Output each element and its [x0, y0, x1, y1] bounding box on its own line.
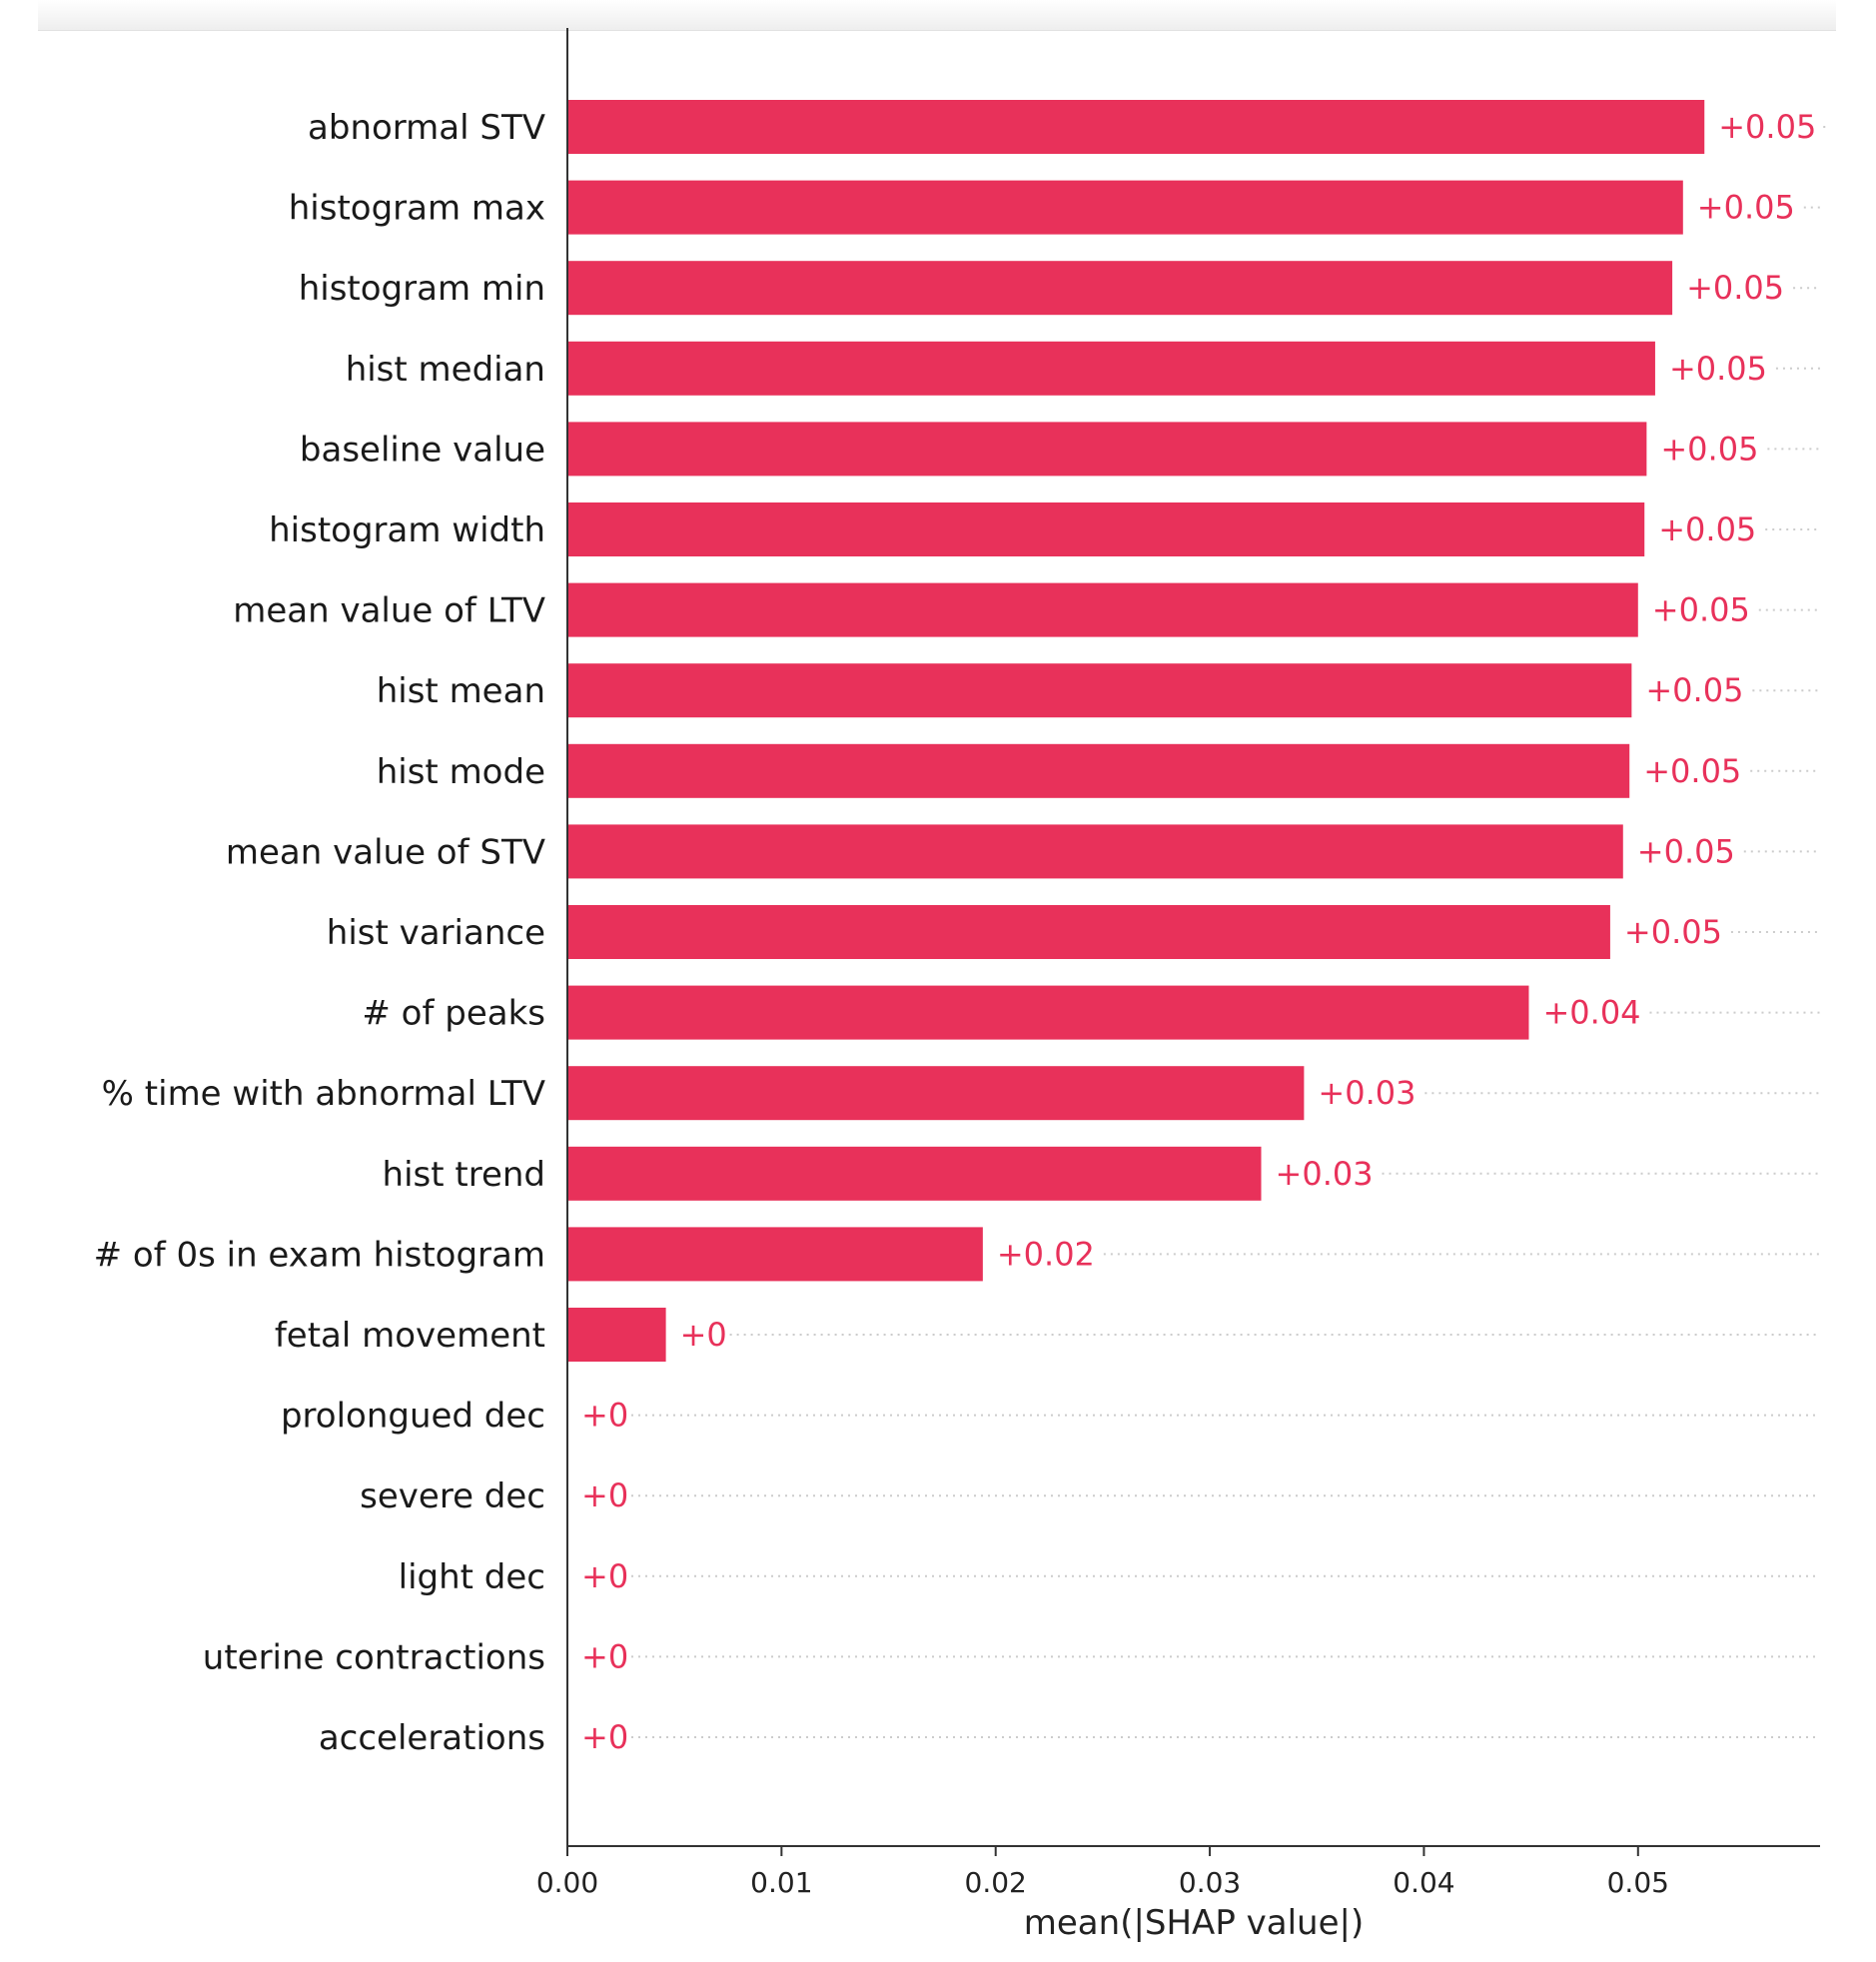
category-label: hist mode	[377, 752, 545, 792]
value-label: +0	[581, 1718, 628, 1756]
category-label: accelerations	[319, 1718, 545, 1758]
axes: 0.00 0.01 0.02 0.03 0.04 0.05	[536, 28, 1820, 1899]
value-label: +0.03	[1318, 1074, 1415, 1112]
category-label: histogram max	[289, 189, 545, 229]
value-label: +0.05	[1718, 108, 1816, 146]
bar	[567, 1146, 1262, 1201]
value-label: +0	[581, 1637, 628, 1675]
x-tick-label: 0.03	[1179, 1866, 1241, 1899]
value-label: +0.05	[1637, 832, 1735, 870]
value-label: +0.05	[1652, 591, 1750, 629]
category-label: hist variance	[327, 913, 545, 953]
bar	[567, 824, 1623, 879]
bar	[567, 985, 1529, 1040]
top-band	[38, 0, 1836, 31]
x-tick-label: 0.05	[1607, 1866, 1669, 1899]
bar	[567, 341, 1655, 396]
x-tick-label: 0.02	[965, 1866, 1027, 1899]
value-label: +0.05	[1643, 752, 1741, 790]
value-label: +0	[581, 1476, 628, 1514]
bar	[567, 1227, 983, 1282]
x-tick-label: 0.01	[750, 1866, 812, 1899]
value-label: +0.05	[1645, 671, 1743, 709]
category-label: # of 0s in exam histogram	[94, 1235, 545, 1275]
value-label: +0.05	[1669, 350, 1767, 388]
value-label: +0.05	[1697, 189, 1795, 227]
x-axis-label: mean(|SHAP value|)	[1024, 1903, 1364, 1943]
bar	[567, 905, 1610, 959]
value-label: +0	[680, 1316, 727, 1354]
value-labels: +0.05 +0.05 +0.05 +0.05 +0.05 +0.05 +0.05 +0.05…	[581, 108, 1816, 1756]
category-label: hist trend	[383, 1155, 545, 1195]
bar	[567, 261, 1673, 316]
value-label: +0.05	[1660, 430, 1758, 468]
value-label: +0	[581, 1557, 628, 1595]
category-label: uterine contractions	[203, 1637, 545, 1677]
category-label: prolongued dec	[281, 1397, 545, 1437]
x-tick-label: 0.00	[536, 1866, 598, 1899]
category-label: mean value of STV	[226, 832, 545, 872]
bar	[567, 663, 1632, 718]
bar	[567, 743, 1630, 798]
bar	[567, 582, 1638, 637]
value-label: +0.02	[997, 1235, 1095, 1273]
bar	[567, 422, 1647, 477]
category-label: light dec	[399, 1557, 545, 1597]
bars	[567, 100, 1705, 1362]
value-label: +0	[581, 1397, 628, 1435]
bar	[567, 100, 1705, 154]
bar	[567, 1066, 1305, 1121]
category-label: severe dec	[360, 1476, 545, 1516]
category-label: histogram min	[299, 269, 545, 309]
category-label: abnormal STV	[308, 108, 545, 148]
value-label: +0.03	[1276, 1155, 1374, 1193]
guide-lines	[631, 126, 1826, 1738]
category-label: hist median	[346, 350, 545, 390]
x-tick-label: 0.04	[1393, 1866, 1454, 1899]
category-label: baseline value	[300, 430, 545, 470]
category-labels: abnormal STV histogram max histogram min hi…	[94, 108, 545, 1758]
bar	[567, 502, 1645, 556]
category-label: histogram width	[269, 510, 545, 550]
bar	[567, 1308, 666, 1362]
category-label: fetal movement	[275, 1316, 545, 1356]
category-label: # of peaks	[362, 994, 545, 1034]
value-label: +0.04	[1542, 994, 1640, 1032]
value-label: +0.05	[1658, 510, 1756, 548]
category-label: hist mean	[377, 671, 545, 711]
value-label: +0.05	[1686, 269, 1784, 307]
category-label: mean value of LTV	[233, 591, 545, 631]
bar	[567, 180, 1683, 235]
value-label: +0.05	[1624, 913, 1722, 951]
category-label: % time with abnormal LTV	[102, 1074, 545, 1114]
